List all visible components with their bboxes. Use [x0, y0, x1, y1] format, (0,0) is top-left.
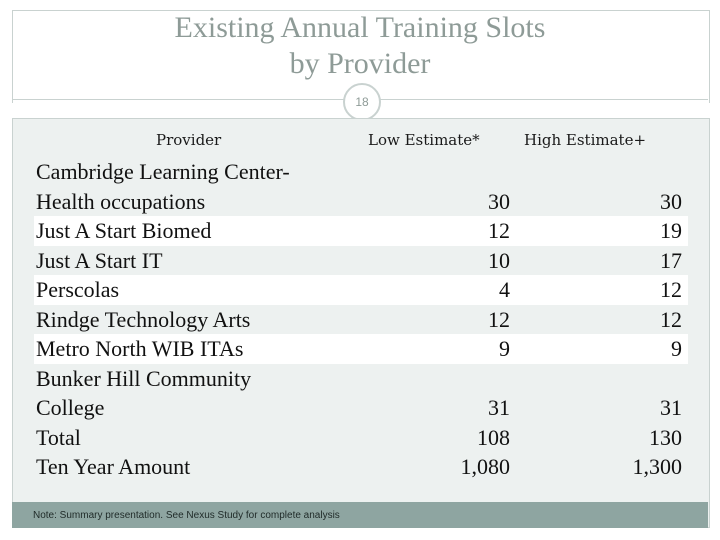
low-estimate-cell: 4 — [499, 277, 510, 302]
high-estimate-cell: 1,300 — [632, 454, 683, 479]
table-row: Just A Start Biomed 12 19 — [34, 216, 688, 246]
low-estimate-cell: 12 — [488, 218, 510, 243]
footnote: Note: Summary presentation. See Nexus St… — [33, 510, 340, 521]
high-estimate-cell: 12 — [660, 277, 682, 302]
provider-name: Bunker Hill Community College — [34, 364, 336, 423]
low-estimate-cell: 12 — [488, 306, 510, 332]
provider-name: Cambridge Learning Center- Health occupa… — [34, 157, 336, 216]
low-estimate-cell: 9 — [499, 336, 510, 361]
provider-name: Metro North WIB ITAs — [36, 336, 244, 361]
provider-name: Just A Start Biomed — [36, 218, 212, 243]
provider-name: Perscolas — [36, 277, 120, 302]
table-row: Ten Year Amount 1,080 1,300 — [34, 452, 688, 482]
high-estimate-cell: 30 — [660, 188, 682, 214]
provider-name-line: Bunker Hill Community — [36, 365, 252, 391]
high-estimate-cell: 31 — [660, 395, 682, 420]
table-row: Perscolas 4 12 — [34, 275, 688, 305]
table-row: Cambridge Learning Center- Health occupa… — [34, 157, 688, 216]
low-estimate-cell: 31 — [488, 395, 510, 420]
low-estimate-cell: 1,080 — [460, 454, 511, 479]
header-low-estimate: Low Estimate* — [368, 131, 480, 149]
table-row: Just A Start IT 10 17 — [34, 246, 688, 276]
provider-name-line: College — [36, 395, 105, 420]
provider-name: Rindge Technology Arts — [36, 306, 251, 332]
low-estimate-cell: 10 — [488, 247, 510, 273]
high-estimate-cell: 19 — [660, 218, 682, 243]
high-estimate-cell: 12 — [660, 306, 682, 332]
provider-name: Ten Year Amount — [36, 454, 191, 479]
table-row: Total 108 130 — [34, 423, 688, 453]
header-high-estimate: High Estimate+ — [524, 131, 647, 149]
low-estimate-cell: 30 — [488, 188, 510, 214]
low-estimate-cell: 108 — [477, 424, 510, 450]
slide-number-badge: 18 — [343, 83, 381, 121]
high-estimate-cell: 17 — [660, 247, 682, 273]
training-slots-table: Provider Low Estimate* High Estimate+ Ca… — [34, 125, 688, 482]
slide-title: Existing Annual Training Slots by Provid… — [0, 10, 720, 82]
table-row: Rindge Technology Arts 12 12 — [34, 305, 688, 335]
footer-bar — [12, 502, 708, 528]
slide-title-line-1: Existing Annual Training Slots — [174, 11, 546, 44]
high-estimate-cell: 9 — [671, 336, 682, 361]
provider-name-line: Health occupations — [36, 188, 206, 214]
provider-name: Total — [36, 424, 81, 450]
provider-name-line: Cambridge Learning Center- — [36, 159, 290, 184]
header-provider: Provider — [156, 131, 222, 149]
high-estimate-cell: 130 — [649, 424, 682, 450]
table-row: Metro North WIB ITAs 9 9 — [34, 334, 688, 364]
content-panel — [12, 118, 710, 528]
slide-title-line-2: by Provider — [289, 47, 431, 80]
provider-name: Just A Start IT — [36, 247, 163, 273]
table-header: Provider Low Estimate* High Estimate+ — [34, 125, 688, 157]
table-row: Bunker Hill Community College 31 31 — [34, 364, 688, 423]
